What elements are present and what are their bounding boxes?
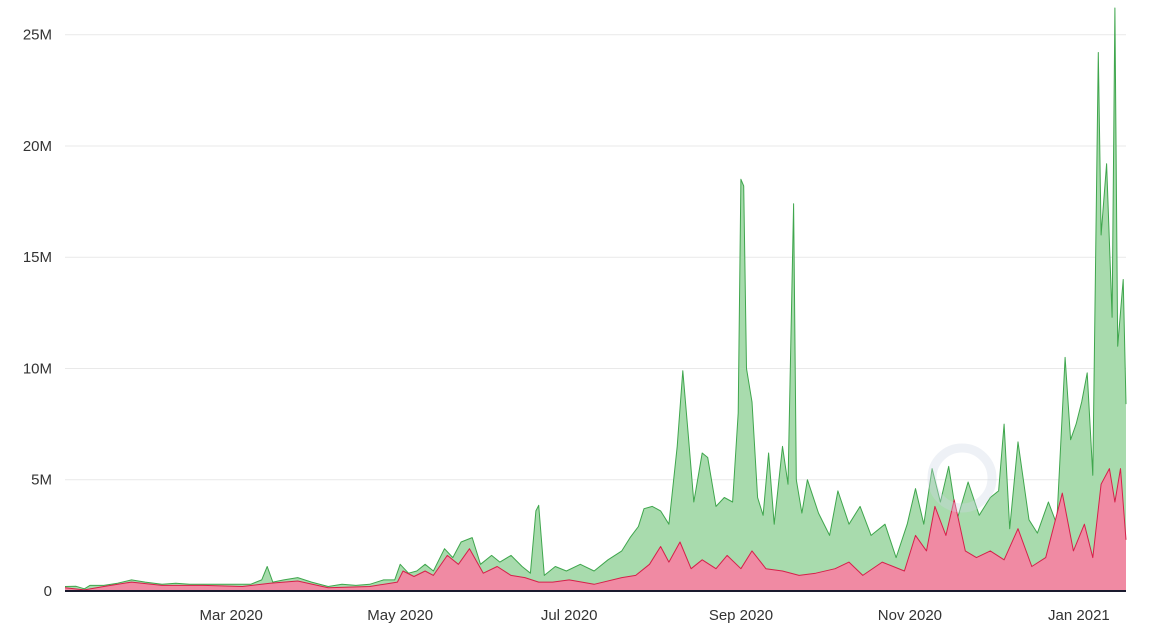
y-tick-label: 25M [23, 27, 52, 44]
series-line-1 [64, 7, 1127, 590]
y-axis: 0 5M 10M 15M 20M 25M [23, 27, 52, 600]
series-line-2 [64, 468, 1127, 591]
y-tick-label: 5M [31, 472, 52, 489]
y-tick-label: 15M [23, 249, 52, 266]
y-tick-label: 10M [23, 360, 52, 377]
x-tick-label: May 2020 [367, 607, 433, 624]
y-tick-label: 20M [23, 138, 52, 155]
series-group [64, 7, 1127, 591]
gridlines [65, 34, 1126, 481]
watermark-logo [927, 443, 997, 513]
y-tick-label: 0 [44, 583, 52, 600]
x-tick-label: Sep 2020 [709, 607, 773, 624]
x-tick-label: Nov 2020 [878, 607, 942, 624]
x-tick-label: Mar 2020 [200, 607, 263, 624]
x-tick-label: Jan 2021 [1048, 607, 1110, 624]
x-axis: Mar 2020 May 2020 Jul 2020 Sep 2020 Nov 2020… [65, 590, 1126, 624]
x-tick-label: Jul 2020 [541, 607, 598, 624]
series-area-2 [65, 468, 1126, 591]
